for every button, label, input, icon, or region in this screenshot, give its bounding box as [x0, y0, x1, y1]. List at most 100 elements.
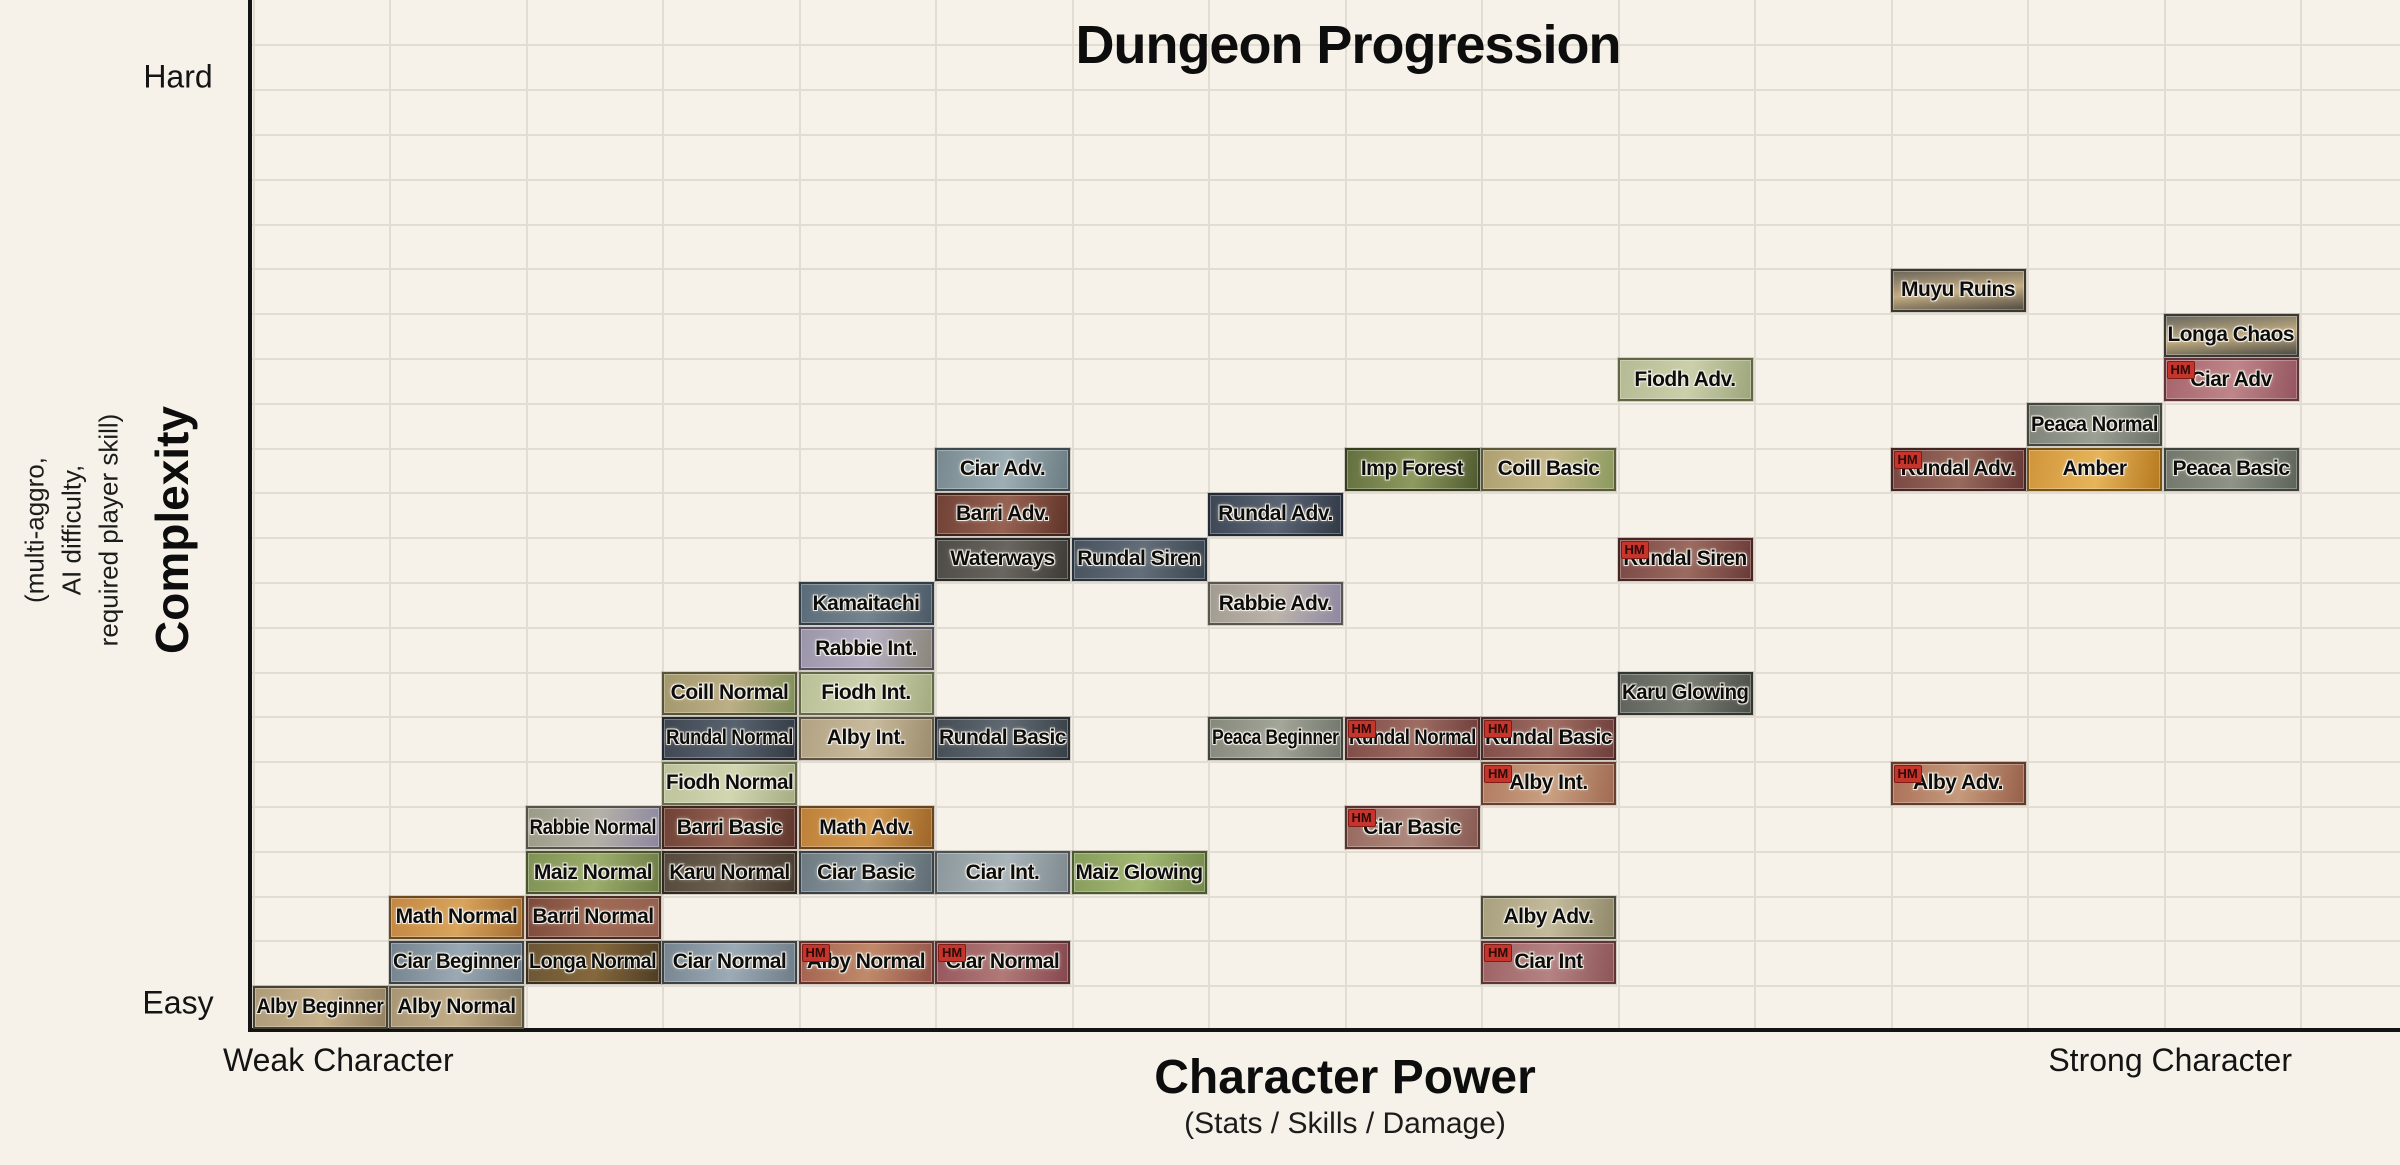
hm-badge: HM — [1893, 450, 1922, 469]
horizontal-gridline — [250, 44, 2400, 47]
vertical-gridline — [2027, 0, 2029, 1030]
dungeon-tile-longa-normal: Longa Normal — [525, 940, 661, 984]
y-axis-subtitle-line: AI difficulty, — [56, 464, 87, 596]
dungeon-tile-label: Rabbie Adv. — [1218, 591, 1333, 615]
dungeon-tile-label: Barri Normal — [532, 905, 654, 929]
horizontal-gridline — [250, 268, 2400, 271]
dungeon-tile-label: Coill Normal — [670, 681, 789, 705]
dungeon-tile-label: Ciar Int. — [965, 860, 1040, 884]
dungeon-tile-maiz-normal: Maiz Normal — [525, 851, 661, 895]
vertical-gridline — [2163, 0, 2166, 1030]
dungeon-tile-ciar-normal: Ciar Normal — [662, 940, 797, 984]
vertical-gridline — [2300, 0, 2302, 1030]
dungeon-tile-label: Imp Forest — [1360, 457, 1464, 481]
dungeon-tile-fiodh-int: Fiodh Int. — [798, 671, 934, 715]
vertical-gridline — [1344, 0, 1347, 1030]
dungeon-tile-label: Math Adv. — [819, 815, 913, 839]
dungeon-tile-alby-int-hm: HM Alby Int. — [1481, 761, 1616, 805]
dungeon-tile-label: Rundal Siren — [1623, 547, 1747, 570]
dungeon-tile-ciar-int-hm: HM Ciar Int — [1481, 940, 1616, 984]
horizontal-gridline — [250, 223, 2400, 226]
dungeon-tile-ciar-basic: Ciar Basic — [798, 851, 934, 895]
dungeon-tile-barri-adv: Barri Adv. — [935, 492, 1070, 536]
dungeon-tile-rundal-normal-hm: HM Rundal Normal — [1344, 716, 1480, 760]
vertical-gridline — [1071, 0, 1074, 1030]
dungeon-tile-rundal-normal: Rundal Normal — [662, 716, 797, 760]
horizontal-gridline — [250, 850, 2400, 853]
vertical-gridline — [1754, 0, 1756, 1030]
hm-badge: HM — [938, 943, 967, 962]
hm-badge: HM — [801, 943, 830, 962]
dungeon-tile-rundal-siren-hm: HM Rundal Siren — [1617, 537, 1753, 581]
dungeon-tile-muyu-ruins: Muyu Ruins — [1890, 268, 2026, 312]
dungeon-tile-label: Maiz Normal — [533, 860, 653, 884]
dungeon-tile-label: Alby Int. — [1509, 771, 1588, 794]
dungeon-tile-alby-int: Alby Int. — [798, 716, 934, 760]
dungeon-tile-alby-adv-hm: HM Alby Adv. — [1890, 761, 2026, 805]
dungeon-tile-label: Fiodh Int. — [821, 681, 911, 705]
dungeon-tile-label: Rundal Normal — [1348, 726, 1476, 750]
dungeon-tile-label: Alby Normal — [806, 950, 926, 974]
dungeon-tile-label: Maiz Glowing — [1075, 860, 1203, 884]
hm-badge: HM — [2166, 361, 2195, 380]
y-axis-line — [248, 0, 252, 1032]
y-axis-title: Complexity — [146, 406, 198, 654]
horizontal-gridline — [250, 895, 2400, 898]
dungeon-tile-coill-normal: Coill Normal — [662, 671, 797, 715]
dungeon-tile-ciar-adv-hm: HM Ciar Adv — [2163, 358, 2299, 402]
dungeon-tile-rabbie-int: Rabbie Int. — [798, 627, 934, 671]
dungeon-tile-label: Waterways — [950, 547, 1055, 570]
dungeon-tile-label: Math Normal — [395, 905, 518, 929]
dungeon-tile-fiodh-normal: Fiodh Normal — [662, 761, 797, 805]
hm-badge: HM — [1347, 719, 1376, 738]
dungeon-tile-label: Alby Adv. — [1503, 905, 1594, 929]
dungeon-tile-label: Rabbie Normal — [529, 815, 657, 839]
vertical-gridline — [1890, 0, 1893, 1030]
dungeon-tile-label: Fiodh Adv. — [1634, 367, 1736, 391]
dungeon-tile-ciar-adv: Ciar Adv. — [935, 447, 1070, 491]
y-axis-subtitle: (multi-aggro, AI difficulty, required pl… — [17, 414, 128, 647]
horizontal-gridline — [250, 940, 2400, 943]
dungeon-tile-maiz-glowing: Maiz Glowing — [1071, 851, 1207, 895]
vertical-gridline — [662, 0, 664, 1030]
dungeon-tile-peaca-normal: Peaca Normal — [2027, 403, 2162, 447]
hm-badge: HM — [1484, 943, 1513, 962]
vertical-gridline — [1617, 0, 1620, 1030]
hm-badge: HM — [1484, 719, 1513, 738]
vertical-gridline — [389, 0, 391, 1030]
dungeon-tile-label: Rundal Normal — [666, 726, 793, 750]
y-axis-max-label: Hard — [143, 58, 213, 95]
dungeon-tile-coill-basic: Coill Basic — [1481, 447, 1616, 491]
dungeon-tile-label: Peaca Basic — [2172, 457, 2290, 481]
dungeon-tile-rabbie-normal: Rabbie Normal — [525, 806, 661, 850]
horizontal-gridline — [250, 985, 2400, 988]
dungeon-tile-ciar-normal-hm: HM Ciar Normal — [935, 940, 1070, 984]
hm-badge: HM — [1620, 540, 1649, 559]
y-axis-subtitle-line: (multi-aggro, — [19, 457, 50, 603]
dungeon-tile-ciar-basic-hm: HM Ciar Basic — [1344, 806, 1480, 850]
dungeon-tile-label: Peaca Normal — [2031, 412, 2158, 436]
hm-badge: HM — [1893, 764, 1922, 783]
dungeon-tile-kamaitachi: Kamaitachi — [798, 582, 934, 626]
dungeon-tile-label: Ciar Normal — [672, 950, 787, 974]
dungeon-tile-barri-basic: Barri Basic — [662, 806, 797, 850]
dungeon-tile-label: Coill Basic — [1497, 457, 1600, 481]
dungeon-tile-peaca-beginner: Peaca Beginner — [1208, 716, 1343, 760]
x-axis-line — [248, 1028, 2400, 1032]
vertical-gridline — [1481, 0, 1483, 1030]
dungeon-tile-longa-chaos: Longa Chaos — [2163, 313, 2299, 357]
vertical-gridline — [252, 0, 255, 1030]
x-axis-subtitle: (Stats / Skills / Damage) — [1184, 1107, 1506, 1140]
dungeon-tile-ciar-int: Ciar Int. — [935, 851, 1070, 895]
horizontal-gridline — [250, 537, 2400, 540]
dungeon-tile-label: Amber — [2062, 457, 2127, 481]
dungeon-tile-label: Rundal Adv. — [1218, 502, 1333, 526]
horizontal-gridline — [250, 89, 2400, 92]
x-axis-max-label: Strong Character — [2048, 1042, 2292, 1078]
x-axis-title: Character Power — [1154, 1051, 1536, 1104]
dungeon-tile-barri-normal: Barri Normal — [525, 895, 661, 939]
dungeon-tile-label: Kamaitachi — [812, 591, 920, 615]
dungeon-tile-label: Alby Int. — [826, 726, 906, 750]
